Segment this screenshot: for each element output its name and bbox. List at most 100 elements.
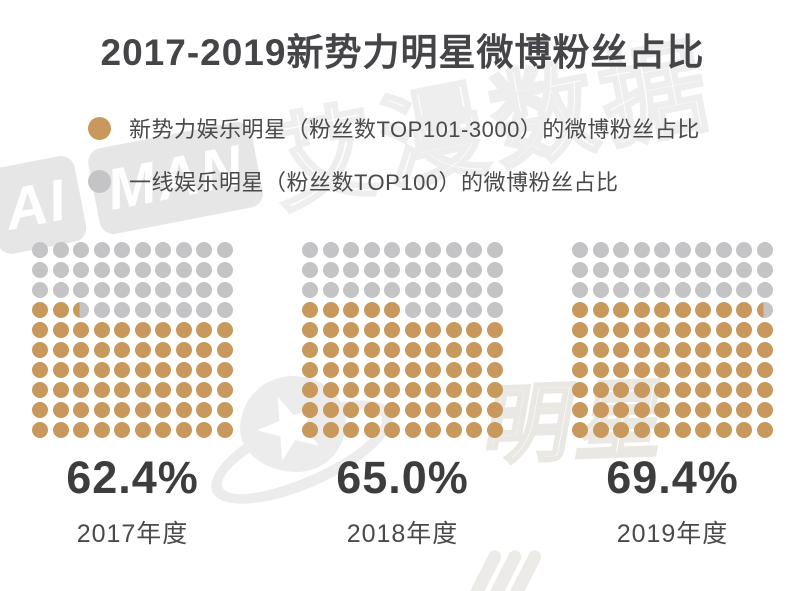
waffle-dot [572,242,589,258]
waffle-dot [175,262,192,278]
waffle-dot [155,362,172,378]
waffle-dot [674,282,691,298]
waffle-dot [363,362,380,378]
waffle-dot [695,302,712,318]
waffle-dot [674,382,691,398]
waffle-dot [216,382,233,398]
waffle-dot [302,422,319,438]
waffle-dot [592,322,609,338]
waffle-dot [322,342,339,358]
waffle-dot [486,402,503,418]
waffle-dot [384,342,401,358]
waffle-dot [32,242,49,258]
waffle-dot [486,422,503,438]
waffle-dot [363,282,380,298]
waffle-dot [715,362,732,378]
waffle-dot [404,382,421,398]
waffle-dot [216,262,233,278]
waffle-dot [486,362,503,378]
waffle-dot [196,382,213,398]
waffle-dot [674,302,691,318]
waffle-dot [196,362,213,378]
waffle-dot [404,242,421,258]
waffle-dot [384,422,401,438]
waffle-dot [756,262,773,278]
year-label-2019: 2019年度 [616,519,729,548]
waffle-dot [445,422,462,438]
waffle-dot [613,422,630,438]
waffle-dot [592,402,609,418]
waffle-dot [134,242,151,258]
waffle-dot [52,302,69,318]
waffle-dot [155,382,172,398]
waffle-dot [736,362,753,378]
waffle-dot [114,362,131,378]
waffle-dot [196,322,213,338]
waffle-dot [343,402,360,418]
waffle-dot [445,402,462,418]
waffle-dot [715,402,732,418]
waffle-dot [654,382,671,398]
waffle-dot [93,262,110,278]
waffle-dot [322,322,339,338]
waffle-dot [736,282,753,298]
waffle-dot [654,342,671,358]
waffle-dot [134,342,151,358]
waffle-dot [695,382,712,398]
waffle-dot [155,402,172,418]
waffle-dot [322,382,339,398]
waffle-dot [486,382,503,398]
waffle-dot [196,302,213,318]
waffle-dot [175,422,192,438]
waffle-dot [404,342,421,358]
legend-label: 一线娱乐明星（粉丝数TOP100）的微博粉丝占比 [129,170,619,195]
waffle-dot [73,302,90,318]
waffle-dot [322,422,339,438]
waffle-dot [114,262,131,278]
waffle-dot [756,402,773,418]
waffle-dot [756,342,773,358]
waffle-dot [114,422,131,438]
waffle-dot [52,382,69,398]
waffle-dot [32,282,49,298]
waffle-dot [216,282,233,298]
waffle-dot [73,382,90,398]
waffle-dot [613,342,630,358]
waffle-grid-2017 [30,240,235,440]
waffle-dot [715,422,732,438]
waffle-dot [633,282,650,298]
waffle-dot [633,422,650,438]
waffle-dot [572,402,589,418]
waffle-dot [175,382,192,398]
waffle-dot [175,402,192,418]
waffle-dot [572,262,589,278]
waffle-dot [302,302,319,318]
waffle-dot [32,422,49,438]
waffle-dot [322,362,339,378]
waffle-dot [155,342,172,358]
waffle-dot [93,362,110,378]
waffle-dot [175,302,192,318]
waffle-dot [363,242,380,258]
waffle-dot [73,282,90,298]
waffle-dot [756,362,773,378]
legend: 新势力娱乐明星（粉丝数TOP101-3000）的微博粉丝占比 一线娱乐明星（粉丝… [88,112,700,218]
legend-swatch-gold [88,116,111,140]
waffle-dot [572,422,589,438]
waffle-dot [592,302,609,318]
waffle-dot [73,322,90,338]
waffle-dot [466,242,483,258]
waffle-dot [715,302,732,318]
waffle-dot [572,342,589,358]
waffle-dot [52,282,69,298]
waffle-dot [756,282,773,298]
year-label-2018: 2018年度 [346,519,459,548]
waffle-dot [73,262,90,278]
waffle-dot [216,362,233,378]
waffle-column-2017: 62.4% 2017年度 [30,240,235,550]
waffle-dot [445,342,462,358]
waffle-dot [592,362,609,378]
waffle-dot [633,262,650,278]
waffle-dot [196,262,213,278]
waffle-dot [404,262,421,278]
